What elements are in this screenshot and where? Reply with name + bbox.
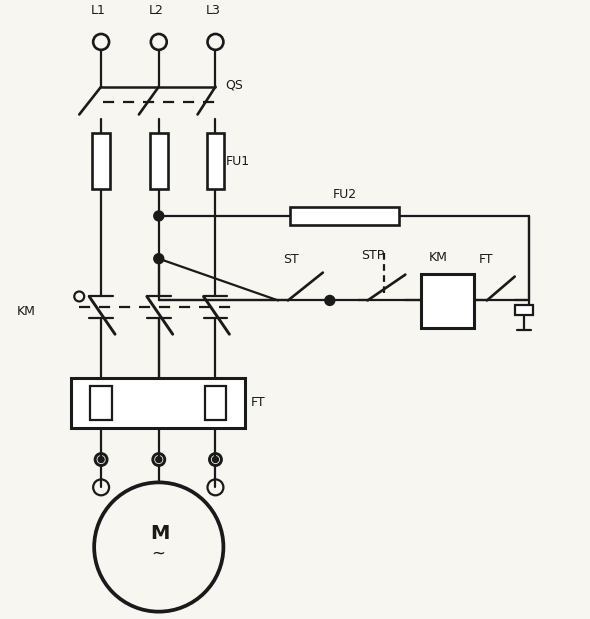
Bar <box>150 133 168 189</box>
Bar <box>71 378 245 428</box>
Bar <box>206 133 224 189</box>
Bar <box>92 133 110 189</box>
Circle shape <box>212 457 218 462</box>
Text: L2: L2 <box>149 4 163 17</box>
Text: FT: FT <box>250 396 265 409</box>
Text: KM: KM <box>430 251 448 264</box>
Text: FU1: FU1 <box>225 155 250 168</box>
Text: ST: ST <box>283 253 299 266</box>
Text: KM: KM <box>17 305 35 318</box>
Text: L3: L3 <box>205 4 221 17</box>
Text: FU2: FU2 <box>333 188 357 201</box>
Bar <box>421 274 474 328</box>
Text: L1: L1 <box>91 4 106 17</box>
Text: QS: QS <box>225 79 243 92</box>
Bar <box>90 386 112 420</box>
Bar <box>290 207 399 225</box>
Bar <box>514 305 533 315</box>
Text: FT: FT <box>479 253 494 266</box>
Circle shape <box>154 254 164 264</box>
Circle shape <box>156 457 162 462</box>
Text: STP: STP <box>362 249 385 262</box>
Circle shape <box>154 211 164 221</box>
Text: M: M <box>150 524 169 543</box>
Text: ~: ~ <box>151 545 165 563</box>
Circle shape <box>98 457 104 462</box>
Circle shape <box>325 295 335 305</box>
Bar <box>205 386 227 420</box>
